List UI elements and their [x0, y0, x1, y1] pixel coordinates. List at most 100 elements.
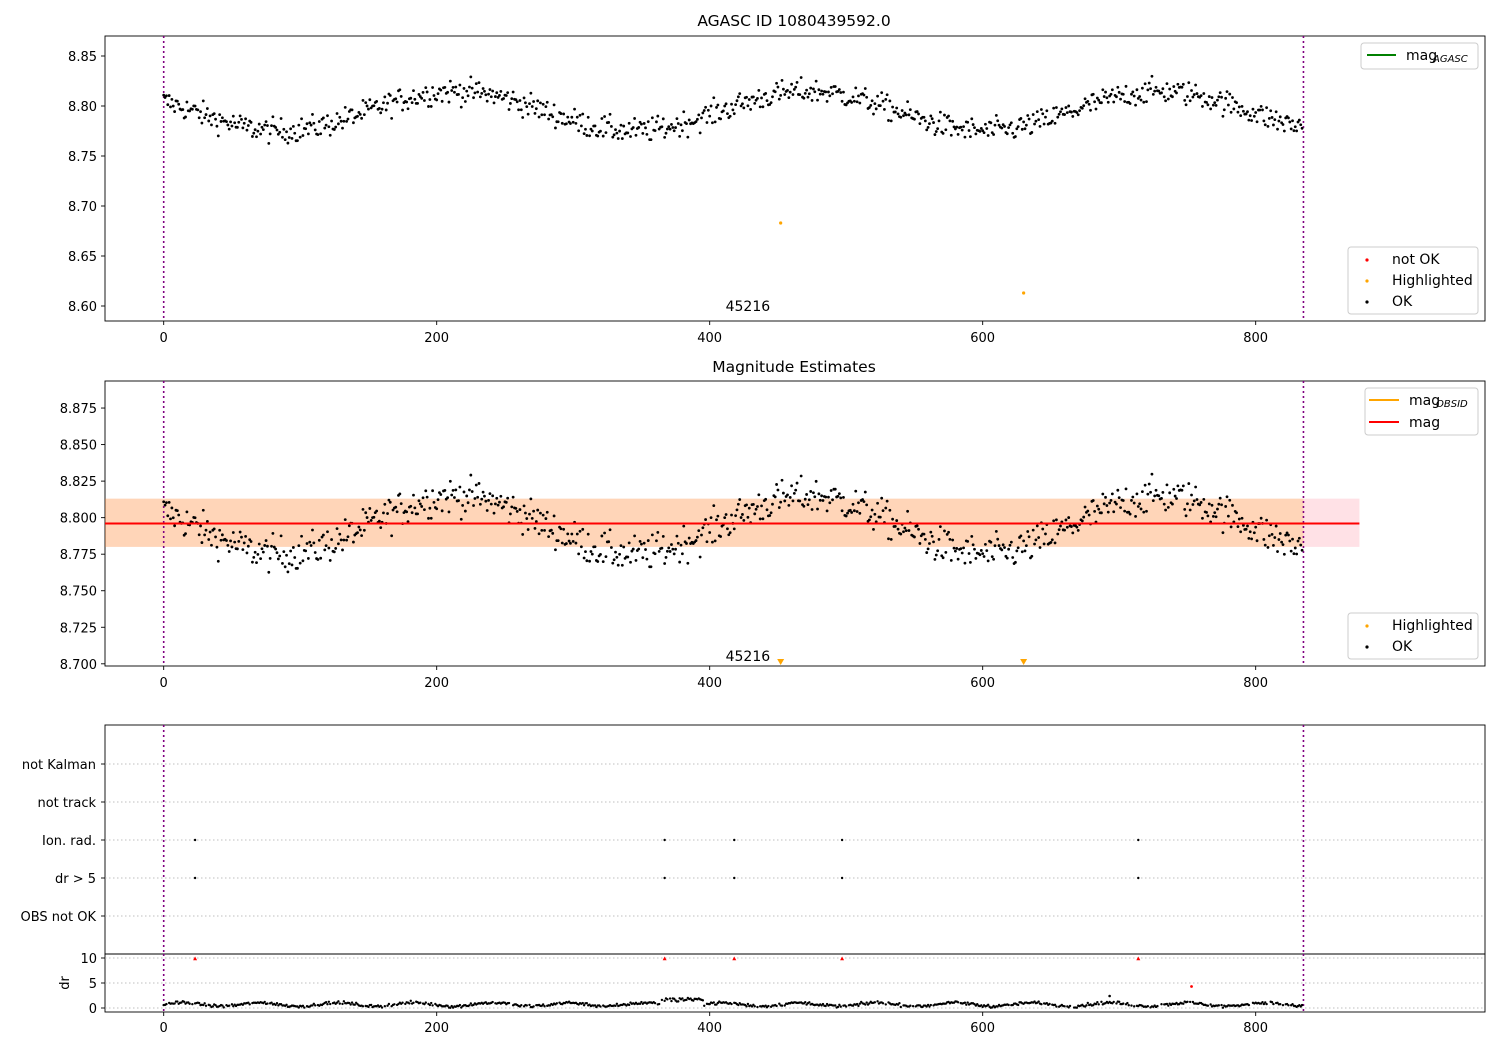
panel1-data-point [225, 120, 228, 124]
panel2-data-point [492, 511, 496, 515]
panel2-data-point [197, 533, 201, 537]
panel1-data-point [312, 121, 316, 125]
panel1-data-point [461, 96, 465, 100]
panel2-data-point [309, 544, 313, 547]
panel4-dr-point [663, 999, 666, 1003]
panel1-data-point [640, 122, 643, 126]
panel2-data-point [496, 503, 500, 507]
panel1-data-point [342, 119, 346, 123]
panel1-legend-marker [1365, 258, 1369, 262]
panel2-data-point [1270, 532, 1274, 536]
panel1-data-point [787, 96, 791, 100]
panel1-data-point [765, 99, 769, 103]
panel2-data-point [306, 557, 310, 560]
panel4-dr-point [746, 1002, 750, 1006]
panel1-data-point [398, 88, 402, 92]
panel1-data-point [365, 104, 369, 108]
panel2-data-point [1165, 483, 1169, 487]
panel2-data-point [895, 519, 899, 522]
panel2-data-point [509, 512, 512, 516]
panel2-data-point [675, 534, 679, 538]
panel2-data-point [447, 510, 451, 514]
panel1-data-point [1161, 87, 1165, 91]
panel1-data-point [360, 116, 364, 120]
panel2-data-point [559, 527, 563, 531]
panel1-data-point [840, 99, 844, 103]
panel4-dr-point [640, 1000, 643, 1004]
panel3-flag-point [733, 876, 736, 880]
panel4-dr-point [873, 1001, 877, 1004]
panel2-data-point [541, 513, 545, 517]
panel4-dr-point [532, 1005, 535, 1008]
panel1-data-point [1121, 92, 1125, 96]
panel2-data-point [723, 516, 727, 520]
panel2-data-point [281, 561, 284, 565]
panel4-dr-point [677, 1000, 680, 1003]
panel4-dr-point [750, 1005, 754, 1008]
panel2-data-point [1026, 530, 1030, 533]
panel4-dr-point [1130, 1004, 1133, 1007]
panel1-data-point [1132, 94, 1136, 98]
panel1-data-point [203, 116, 207, 120]
panel4-dr-point [428, 1003, 432, 1007]
panel2-data-point [1005, 556, 1009, 560]
panel4-xtick-label: 400 [697, 1021, 722, 1036]
panel1-data-point [478, 95, 482, 99]
panel4-dr-point [222, 1006, 225, 1009]
panel2-data-point [185, 510, 189, 514]
panel2-ytick-label: 8.700 [60, 658, 97, 673]
panel1-data-point [1091, 92, 1095, 96]
panel1-data-point [1076, 113, 1080, 117]
panel1-data-point [938, 110, 942, 114]
panel1-data-point [261, 128, 265, 132]
panel1-data-point [947, 114, 950, 118]
panel1-data-point [828, 94, 832, 98]
panel4-dr-point [1122, 1002, 1125, 1005]
panel1-data-point [1248, 114, 1252, 118]
panel2-data-point [582, 556, 586, 560]
panel2-data-point [903, 526, 907, 530]
panel1-data-point [783, 93, 787, 96]
panel4-dr-point [314, 1004, 317, 1007]
panel2-data-point [1003, 546, 1006, 549]
panel2-data-point [1145, 509, 1148, 513]
panel4-xtick-label: 0 [160, 1021, 168, 1036]
panel2-xtick-label: 0 [160, 676, 168, 691]
panel1-data-point [1206, 103, 1210, 107]
panel4-dr-point [857, 1004, 860, 1008]
panel4-dr-point [965, 1003, 968, 1006]
panel2-data-point [891, 517, 894, 521]
panel1-data-point [656, 114, 660, 118]
panel2-data-point [642, 541, 646, 545]
panel1-data-point [537, 115, 541, 119]
panel2-data-point [476, 495, 480, 499]
panel1-data-point [487, 92, 490, 96]
panel2-data-point [342, 538, 346, 542]
panel2-data-point [607, 540, 611, 544]
panel2-data-point [203, 533, 207, 537]
panel1-data-point [642, 122, 646, 125]
panel1-data-point [1087, 102, 1091, 106]
panel3-flag-point [733, 838, 736, 842]
panel2-data-point [184, 532, 187, 536]
panel2-data-point [1296, 539, 1300, 543]
panel1-data-point [855, 100, 859, 104]
panel1-data-point [530, 105, 534, 108]
panel2-xtick-label: 600 [970, 676, 995, 691]
panel2-data-point [719, 535, 723, 538]
panel2-data-point [368, 507, 372, 510]
panel1-data-point [207, 119, 211, 123]
panel2-data-point [205, 519, 209, 523]
panel1-data-point [839, 91, 843, 94]
panel4-dr-point [614, 1004, 617, 1007]
panel1-data-point [473, 91, 477, 95]
panel2-data-point [887, 537, 890, 541]
panel2-data-point [1254, 525, 1258, 529]
panel1-data-point [440, 99, 444, 103]
panel4-dr-point [956, 1001, 960, 1004]
panel4-dr-point [412, 1001, 415, 1004]
panel2-data-point [1198, 503, 1202, 507]
panel1-data-point [1254, 111, 1258, 114]
panel1-data-point [731, 108, 735, 112]
panel1-data-point [649, 138, 653, 142]
